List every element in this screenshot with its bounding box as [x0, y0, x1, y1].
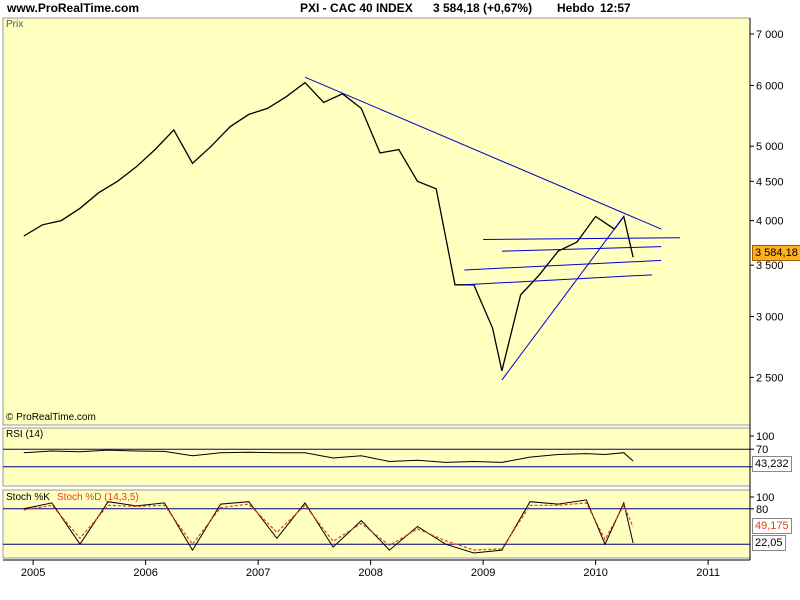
y-tick-label: 100 — [756, 492, 774, 504]
rsi-panel[interactable] — [2, 427, 751, 487]
price-panel-label: Prix — [6, 19, 24, 30]
y-tick-label: 100 — [756, 431, 774, 443]
y-tick-label: 5 000 — [756, 141, 784, 153]
y-tick-label: 3 500 — [756, 260, 784, 272]
y-tick-label: 3 000 — [756, 312, 784, 324]
y-tick-label: 2 500 — [756, 372, 784, 384]
x-tick-label: 2006 — [133, 567, 157, 579]
x-tick-label: 2008 — [358, 567, 382, 579]
y-tick-label: 7 000 — [756, 29, 784, 41]
x-tick-label: 2009 — [471, 567, 495, 579]
clock: 12:57 — [600, 1, 631, 15]
rsi-line[interactable] — [23, 449, 634, 463]
stoch-d-last-tag: 49,175 — [752, 518, 792, 534]
trendline[interactable] — [464, 259, 662, 271]
price-panel[interactable] — [2, 17, 751, 426]
stoch-d-line[interactable] — [23, 502, 634, 551]
trendline[interactable] — [464, 274, 652, 286]
last-quote: 3 584,18 (+0,67%) — [433, 1, 533, 15]
watermark: © ProRealTime.com — [6, 412, 96, 423]
instrument-name: PXI - CAC 40 INDEX — [300, 1, 413, 15]
rsi-panel-label: RSI (14) — [6, 429, 44, 440]
trendline[interactable] — [501, 246, 662, 252]
x-tick-label: 2007 — [246, 567, 270, 579]
stoch-k-line[interactable] — [23, 499, 634, 554]
y-tick-label: 70 — [756, 444, 768, 456]
trendline[interactable] — [501, 216, 625, 381]
trendline[interactable] — [304, 76, 662, 230]
stoch-panel[interactable] — [2, 489, 751, 559]
y-tick-label: 4 000 — [756, 216, 784, 228]
x-tick-label: 2010 — [583, 567, 607, 579]
period-label: Hebdo — [557, 1, 595, 15]
y-tick-label: 80 — [756, 504, 768, 516]
stoch-k-legend: Stoch %K — [6, 492, 50, 503]
chart-header: www.ProRealTime.com PXI - CAC 40 INDEX 3… — [0, 0, 800, 18]
rsi-last-tag: 43,232 — [752, 456, 792, 472]
y-tick-label: 4 500 — [756, 176, 784, 188]
site-name: www.ProRealTime.com — [7, 1, 140, 15]
y-tick-label: 6 000 — [756, 80, 784, 92]
x-tick-label: 2005 — [21, 567, 45, 579]
stoch-d-legend: Stoch %D (14,3,5) — [57, 492, 139, 503]
last-price-tag: 3 584,18 — [752, 245, 800, 261]
price-line[interactable] — [23, 81, 634, 371]
trendline[interactable] — [483, 237, 681, 240]
x-tick-label: 2011 — [696, 567, 720, 579]
stoch-k-last-tag: 22,05 — [752, 535, 786, 551]
